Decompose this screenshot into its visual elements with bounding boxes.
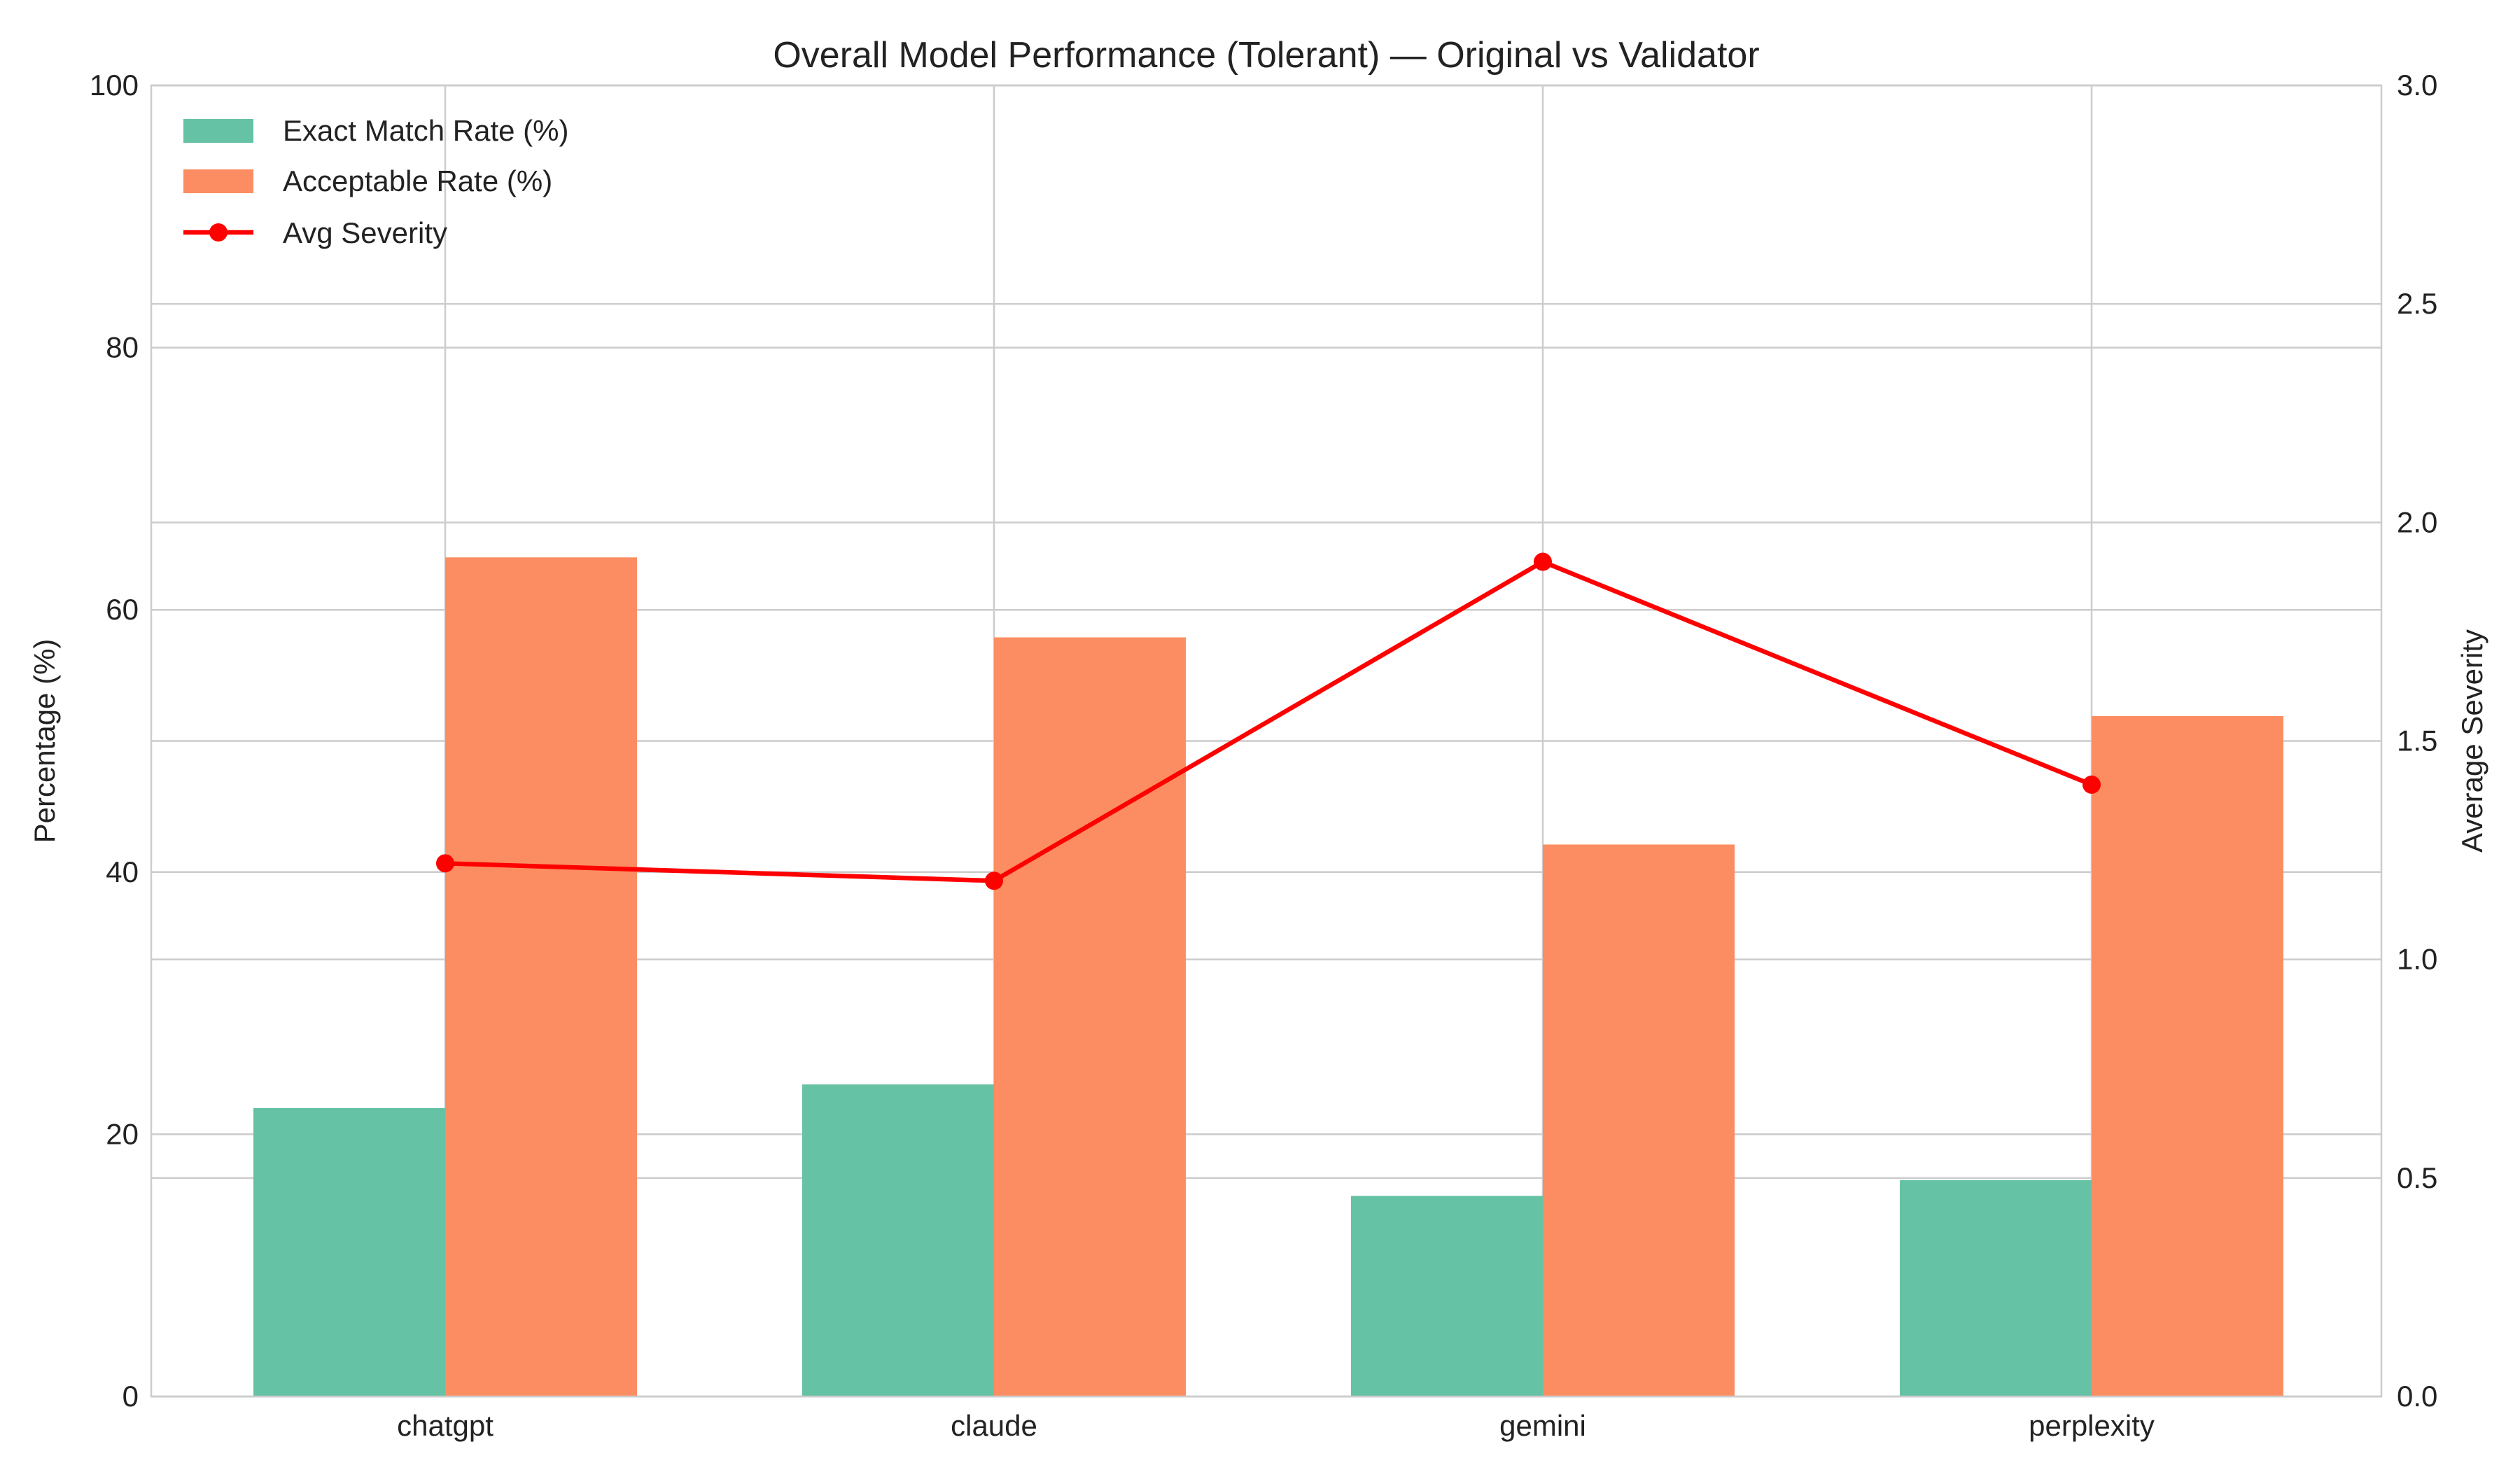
- bar-exact-match-perplexity: [1900, 1180, 2092, 1396]
- y2-tick-label: 0.0: [2397, 1380, 2437, 1413]
- legend-label-avg-severity: Avg Severity: [283, 216, 447, 249]
- bar-exact-match-gemini: [1351, 1196, 1543, 1396]
- bar-acceptable-perplexity: [2092, 715, 2283, 1396]
- y2-axis-label: Average Severity: [2456, 629, 2488, 853]
- y-tick-label: 20: [106, 1117, 139, 1150]
- bar-exact-match-claude: [802, 1084, 994, 1396]
- y-axis-label: Percentage (%): [28, 639, 61, 844]
- legend-label-acceptable: Acceptable Rate (%): [283, 164, 552, 197]
- y2-tick-label: 1.0: [2397, 943, 2437, 976]
- legend-swatch-avg-severity-marker: [209, 223, 227, 241]
- severity-point-gemini: [1534, 552, 1552, 571]
- severity-point-perplexity: [2082, 775, 2101, 794]
- legend-swatch-exact-match: [183, 119, 253, 143]
- plot-frame: [150, 84, 2383, 1398]
- y-tick-label: 100: [90, 69, 139, 102]
- severity-line: [436, 552, 2101, 890]
- x-tick-label-gemini: gemini: [1499, 1409, 1586, 1442]
- bar-exact-match-chatgpt: [253, 1107, 445, 1396]
- bars: [253, 557, 2283, 1397]
- y-tick-label: 40: [106, 855, 139, 888]
- severity-polyline: [444, 559, 2093, 883]
- y-tick-label: 0: [122, 1380, 139, 1413]
- legend-label-exact-match: Exact Match Rate (%): [283, 114, 568, 147]
- y-tick-label: 80: [106, 331, 139, 364]
- legend-swatch-acceptable: [183, 169, 253, 193]
- y2-tick-label: 1.5: [2397, 724, 2437, 757]
- x-tick-label-chatgpt: chatgpt: [397, 1409, 493, 1442]
- y2-tick-label: 3.0: [2397, 69, 2437, 102]
- y2-tick-label: 0.5: [2397, 1161, 2437, 1194]
- x-tick-label-perplexity: perplexity: [2029, 1409, 2155, 1442]
- x-tick-label-claude: claude: [951, 1409, 1037, 1442]
- tick-labels: 0 20 40 60 80 100 0.0 0.5 1.0 1.5 2.0 2.5 3.0 chatgpt…: [90, 69, 2437, 1442]
- severity-point-chatgpt: [436, 854, 454, 873]
- bar-acceptable-gemini: [1543, 844, 1735, 1396]
- bar-acceptable-claude: [994, 637, 1186, 1397]
- y2-tick-label: 2.5: [2397, 287, 2437, 320]
- y2-tick-label: 2.0: [2397, 505, 2437, 538]
- chart-title: Overall Model Performance (Tolerant) — O…: [773, 35, 1759, 76]
- severity-point-claude: [985, 872, 1003, 890]
- y-tick-label: 60: [106, 593, 139, 626]
- bar-acceptable-chatgpt: [445, 557, 637, 1396]
- legend: Exact Match Rate (%) Acceptable Rate (%)…: [183, 114, 568, 249]
